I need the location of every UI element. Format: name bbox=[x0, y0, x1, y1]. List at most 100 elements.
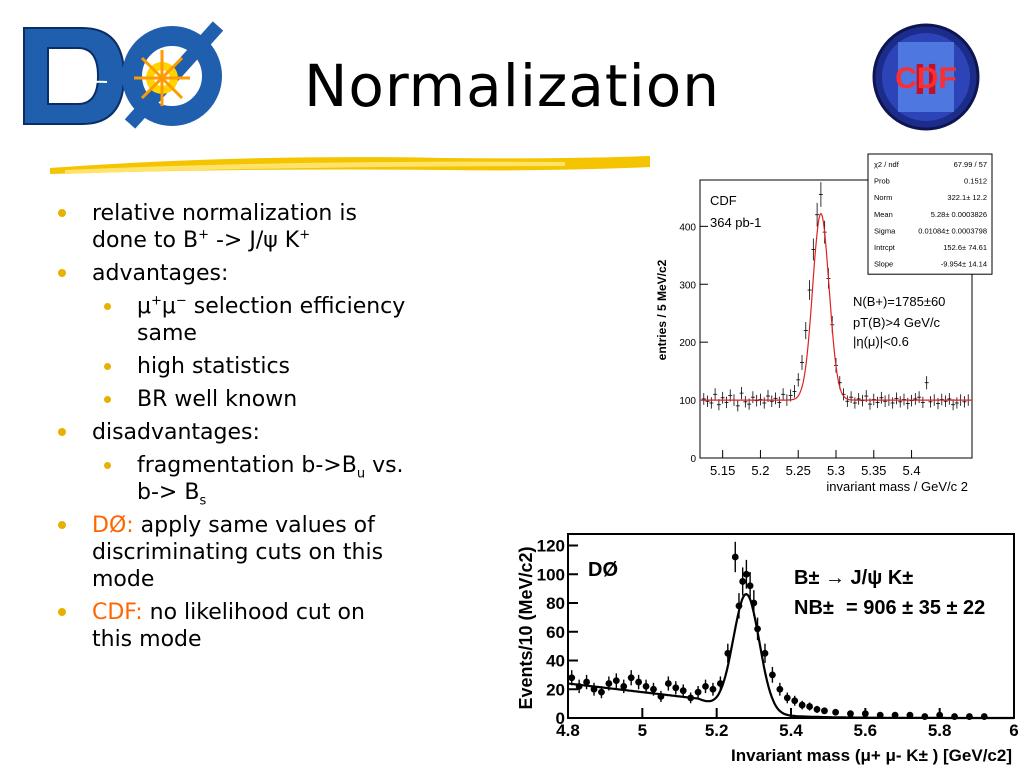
cdf-stats-value: 0.01084± 0.0003798 bbox=[918, 226, 987, 235]
d0-x-axis-label: Invariant mass (μ+ μ- K± ) [GeV/c2] bbox=[731, 746, 1012, 765]
d0-data-point bbox=[598, 688, 605, 696]
bullet-text: no likelihood cut on bbox=[142, 600, 365, 625]
cdf-stats-value: 5.28± 0.0003826 bbox=[931, 210, 987, 219]
bullet-text: K bbox=[277, 228, 300, 253]
cdf-stats-value: -9.954± 14.14 bbox=[941, 260, 987, 269]
cdf-x-tick-label: 5.3 bbox=[827, 463, 845, 478]
subbullet-fragmentation: fragmentation b->Bu vs. b-> Bs bbox=[52, 452, 452, 509]
superscript: + bbox=[151, 293, 162, 309]
d0-data-point bbox=[761, 649, 769, 657]
cdf-stats-value: 322.1± 12.2 bbox=[947, 193, 987, 202]
d0-data-point bbox=[694, 688, 702, 696]
cdf-stats-label: χ2 / ndf bbox=[874, 160, 900, 169]
bullet-text: discriminating cuts on this bbox=[92, 540, 384, 565]
experiment-label: CDF: bbox=[92, 600, 143, 625]
d0-data-point bbox=[702, 682, 709, 690]
cdf-x-tick-label: 5.25 bbox=[786, 463, 811, 478]
d0-data-point bbox=[731, 553, 739, 561]
bullet-dot bbox=[58, 209, 66, 217]
cdf-x-tick-label: 5.2 bbox=[751, 463, 769, 478]
bullet-dot bbox=[58, 521, 66, 529]
bullet-dot bbox=[104, 303, 111, 310]
d0-data-point bbox=[583, 678, 590, 686]
cdf-y-tick-label: 200 bbox=[679, 338, 696, 349]
d0-x-tick-label: 4.8 bbox=[556, 721, 580, 740]
d0-data-point bbox=[861, 710, 869, 718]
d0-yield-label: NB± bbox=[794, 597, 834, 619]
d0-x-tick-label: 5.4 bbox=[779, 721, 803, 740]
bullet-dot bbox=[58, 269, 66, 277]
bullet-dot bbox=[104, 462, 111, 469]
superscript: + bbox=[299, 227, 311, 243]
superscript: + bbox=[198, 227, 209, 243]
bullet-text: this mode bbox=[92, 627, 202, 652]
d0-data-point bbox=[672, 684, 680, 692]
d0-data-point bbox=[627, 674, 635, 682]
d0-data-point bbox=[813, 705, 821, 713]
cdf-annotation-pt: pT(B)>4 GeV/c bbox=[853, 315, 941, 330]
bullet-dot bbox=[58, 608, 66, 616]
d0-data-point bbox=[650, 685, 657, 693]
d0-y-axis-label: Events/10 (MeV/c2) bbox=[516, 546, 536, 709]
cdf-stats-label: Intrcpt bbox=[874, 243, 896, 252]
cdf-logo-text: CDF bbox=[895, 62, 957, 95]
d0-y-tick-label: 100 bbox=[537, 565, 565, 584]
cdf-x-axis-label: invariant mass / GeV/c 2 bbox=[826, 479, 968, 494]
cdf-plot-experiment: CDF bbox=[710, 193, 737, 208]
title-underline-brush bbox=[50, 152, 733, 174]
subscript: u bbox=[356, 466, 366, 482]
d0-plot-experiment: DØ bbox=[588, 559, 618, 581]
bullet-list: relative normalization is done to B+ -> … bbox=[52, 200, 452, 659]
d0-y-tick-label: 40 bbox=[546, 652, 565, 671]
d0-x-tick-label: 5.6 bbox=[854, 721, 878, 740]
subbullet-selection-efficiency: μ+μ− selection efficiency same bbox=[52, 293, 452, 347]
cdf-fit-stats-box bbox=[867, 153, 993, 275]
bullet-relative-normalization: relative normalization is done to B+ -> … bbox=[52, 200, 452, 254]
d0-data-point bbox=[612, 677, 620, 685]
bullet-text: advantages: bbox=[92, 261, 229, 286]
cdf-stats-label: Mean bbox=[874, 210, 893, 219]
d0-y-tick-label: 0 bbox=[556, 709, 565, 728]
bullet-text: b-> B bbox=[137, 480, 200, 505]
d0-x-tick-label: 5.8 bbox=[928, 721, 952, 740]
cdf-annotation-yield: N(B+)=1785±60 bbox=[853, 294, 945, 309]
subscript: s bbox=[199, 493, 207, 509]
cdf-fit-curve bbox=[700, 212, 972, 401]
cdf-x-tick-label: 5.4 bbox=[903, 463, 921, 478]
cdf-stats-label: Sigma bbox=[874, 226, 896, 235]
cdf-x-tick-label: 5.35 bbox=[861, 463, 886, 478]
experiment-label: DØ: bbox=[92, 513, 134, 538]
bullet-text: disadvantages: bbox=[92, 420, 260, 445]
d0-data-point bbox=[821, 707, 828, 715]
d0-data-point bbox=[739, 578, 747, 585]
d0-x-tick-label: 5 bbox=[638, 721, 647, 740]
mu-symbol: μ bbox=[161, 294, 176, 319]
d0-data-point bbox=[743, 570, 750, 578]
bullet-d0: DØ: apply same values of discriminating … bbox=[52, 512, 452, 593]
psi-symbol: ψ bbox=[263, 228, 278, 253]
d0-data-point bbox=[664, 680, 672, 687]
d0-y-tick-label: 80 bbox=[546, 594, 565, 613]
cdf-stats-value: 67.99 / 57 bbox=[954, 160, 987, 169]
bullet-disadvantages: disadvantages: bbox=[52, 419, 452, 446]
cdf-stats-label: Prob bbox=[874, 177, 890, 186]
cdf-y-tick-label: 300 bbox=[679, 280, 696, 291]
cdf-stats-value: 152.6± 74.61 bbox=[943, 243, 987, 252]
d0-data-point bbox=[798, 701, 806, 709]
d0-data-point bbox=[568, 674, 576, 682]
bullet-text: BR well known bbox=[137, 387, 298, 412]
d0-data-point bbox=[783, 694, 791, 702]
cdf-x-tick-label: 5.15 bbox=[710, 463, 735, 478]
bullet-text: done to B bbox=[92, 228, 199, 253]
cdf-mass-plot: 5.15 5.2 5.25 5.3 5.35 5.4 0 100 200 300 400 CDF 3… bbox=[650, 150, 995, 500]
bullet-dot bbox=[104, 396, 111, 403]
bullet-text: vs. bbox=[365, 453, 404, 478]
cdf-plot-luminosity: 364 pb-1 bbox=[710, 215, 761, 230]
cdf-logo: II CDF bbox=[872, 23, 980, 131]
bullet-text: fragmentation b->B bbox=[137, 453, 357, 478]
d0-data-point bbox=[806, 703, 813, 710]
bullet-text: relative normalization is bbox=[92, 201, 357, 226]
bullet-text: -> J/ bbox=[208, 228, 264, 253]
d0-data-point bbox=[679, 687, 687, 695]
